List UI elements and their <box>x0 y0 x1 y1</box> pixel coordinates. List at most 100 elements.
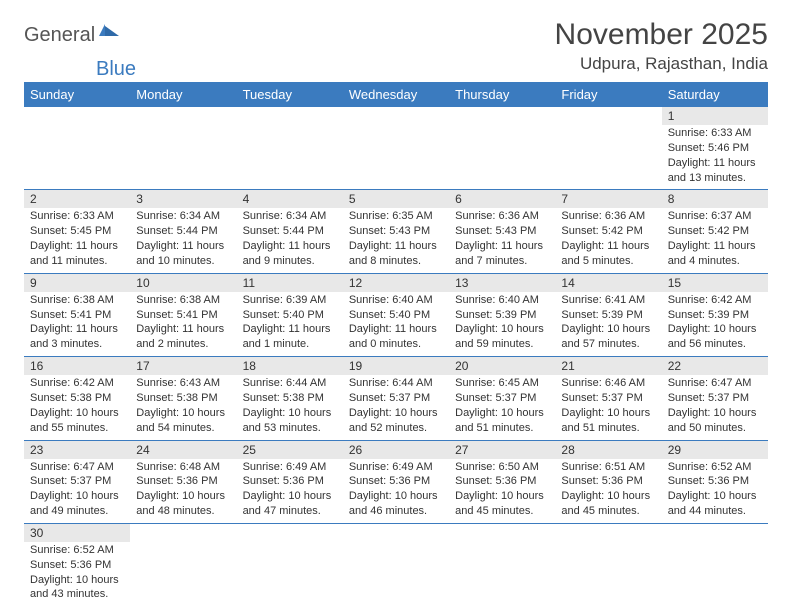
calendar-cell: 30Sunrise: 6:52 AMSunset: 5:36 PMDayligh… <box>24 523 130 606</box>
sunrise-line: Sunrise: 6:49 AM <box>243 461 327 473</box>
sunset-line: Sunset: 5:36 PM <box>349 475 430 487</box>
daylight-line: Daylight: 10 hours and 56 minutes. <box>668 323 757 350</box>
day-number: 28 <box>555 441 661 459</box>
calendar-cell: 19 Sunrise: 6:44 AM Sunset: 5:37 PM Dayligh… <box>343 357 449 440</box>
daylight-line: Daylight: 11 hours and 7 minutes. <box>455 240 543 267</box>
location: Udpura, Rajasthan, India <box>555 54 768 74</box>
sunrise-line: Sunrise: 6:36 AM <box>455 210 539 222</box>
calendar-cell: 7Sunrise: 6:36 AMSunset: 5:42 PMDaylight… <box>555 190 661 273</box>
sunrise-line: Sunrise: 6:33 AM <box>668 127 752 139</box>
sunset-line: Sunset: 5:39 PM <box>668 309 749 321</box>
day-number: 27 <box>449 441 555 459</box>
daylight-line: Daylight: 10 hours and 49 minutes. <box>30 490 119 517</box>
sunrise-line: Sunrise: 6:42 AM <box>30 377 114 389</box>
day-number: 23 <box>24 441 130 459</box>
day-details: Sunrise: 6:46 AMSunset: 5:37 PMDaylight:… <box>555 375 661 439</box>
daylight-line: Daylight: 10 hours and 52 minutes. <box>349 407 438 434</box>
logo-text-general: General <box>24 24 95 47</box>
calendar-cell: 26Sunrise: 6:49 AMSunset: 5:36 PMDayligh… <box>343 440 449 523</box>
day-details: Sunrise: 6:40 AMSunset: 5:39 PMDaylight:… <box>449 292 555 356</box>
day-details: Sunrise: 6:50 AMSunset: 5:36 PMDaylight:… <box>449 459 555 523</box>
sunrise-line: Sunrise: 6:50 AM <box>455 461 539 473</box>
sunset-line: Sunset: 5:42 PM <box>668 225 749 237</box>
day-number: 29 <box>662 441 768 459</box>
sunrise-line: Sunrise: 6:40 AM <box>349 294 433 306</box>
sunset-line: Sunset: 5:38 PM <box>136 392 217 404</box>
sunset-line: Sunset: 5:43 PM <box>349 225 430 237</box>
calendar-cell <box>555 107 661 190</box>
day-details: Sunrise: 6:44 AMSunset: 5:38 PMDaylight:… <box>237 375 343 439</box>
sunrise-line: Sunrise: 6:46 AM <box>561 377 645 389</box>
logo-text-blue: Blue <box>96 58 136 81</box>
day-number: 6 <box>449 190 555 208</box>
sunset-line: Sunset: 5:37 PM <box>668 392 749 404</box>
sunset-line: Sunset: 5:41 PM <box>136 309 217 321</box>
sunset-line: Sunset: 5:37 PM <box>349 392 430 404</box>
day-number: 10 <box>130 274 236 292</box>
sunset-line: Sunset: 5:41 PM <box>30 309 111 321</box>
day-number: 7 <box>555 190 661 208</box>
calendar-cell <box>449 523 555 606</box>
daylight-line: Daylight: 11 hours and 13 minutes. <box>668 157 756 184</box>
daylight-line: Daylight: 10 hours and 51 minutes. <box>455 407 544 434</box>
sunrise-line: Sunrise: 6:44 AM <box>349 377 433 389</box>
sunrise-line: Sunrise: 6:33 AM <box>30 210 114 222</box>
calendar-cell <box>130 523 236 606</box>
calendar-row: 30Sunrise: 6:52 AMSunset: 5:36 PMDayligh… <box>24 523 768 606</box>
day-details: Sunrise: 6:36 AM Sunset: 5:43 PM Daylight:… <box>449 208 555 272</box>
day-number: 5 <box>343 190 449 208</box>
calendar-cell: 10 Sunrise: 6:38 AM Sunset: 5:41 PM Dayligh… <box>130 273 236 356</box>
calendar-cell: 14Sunrise: 6:41 AMSunset: 5:39 PMDayligh… <box>555 273 661 356</box>
sunset-line: Sunset: 5:36 PM <box>561 475 642 487</box>
day-details: Sunrise: 6:37 AMSunset: 5:42 PMDaylight:… <box>662 208 768 272</box>
sunset-line: Sunset: 5:36 PM <box>136 475 217 487</box>
sunset-line: Sunset: 5:43 PM <box>455 225 536 237</box>
daylight-line: Daylight: 10 hours and 45 minutes. <box>561 490 650 517</box>
day-number: 24 <box>130 441 236 459</box>
day-number: 19 <box>343 357 449 375</box>
daylight-line: Daylight: 11 hours and 2 minutes. <box>136 323 224 350</box>
day-details: Sunrise: 6:42 AM Sunset: 5:38 PM Daylight:… <box>24 375 130 439</box>
sunset-line: Sunset: 5:44 PM <box>243 225 324 237</box>
weekday-header: Friday <box>555 82 661 107</box>
day-number: 13 <box>449 274 555 292</box>
day-details: Sunrise: 6:36 AMSunset: 5:42 PMDaylight:… <box>555 208 661 272</box>
daylight-line: Daylight: 10 hours and 54 minutes. <box>136 407 225 434</box>
calendar-row: 1Sunrise: 6:33 AMSunset: 5:46 PMDaylight… <box>24 107 768 190</box>
sunrise-line: Sunrise: 6:38 AM <box>30 294 114 306</box>
day-details: Sunrise: 6:40 AMSunset: 5:40 PMDaylight:… <box>343 292 449 356</box>
daylight-line: Daylight: 11 hours and 1 minute. <box>243 323 331 350</box>
calendar-cell: 2Sunrise: 6:33 AMSunset: 5:45 PMDaylight… <box>24 190 130 273</box>
calendar-cell <box>237 523 343 606</box>
day-number: 11 <box>237 274 343 292</box>
sunrise-line: Sunrise: 6:41 AM <box>561 294 645 306</box>
calendar-cell <box>24 107 130 190</box>
sunrise-line: Sunrise: 6:52 AM <box>30 544 114 556</box>
calendar-cell: 11Sunrise: 6:39 AMSunset: 5:40 PMDayligh… <box>237 273 343 356</box>
day-number: 8 <box>662 190 768 208</box>
sunrise-line: Sunrise: 6:51 AM <box>561 461 645 473</box>
sunrise-line: Sunrise: 6:38 AM <box>136 294 220 306</box>
calendar-cell: 13Sunrise: 6:40 AMSunset: 5:39 PMDayligh… <box>449 273 555 356</box>
sunrise-line: Sunrise: 6:37 AM <box>668 210 752 222</box>
daylight-line: Daylight: 10 hours and 43 minutes. <box>30 574 119 601</box>
sunrise-line: Sunrise: 6:42 AM <box>668 294 752 306</box>
calendar-cell: 22Sunrise: 6:47 AMSunset: 5:37 PMDayligh… <box>662 357 768 440</box>
daylight-line: Daylight: 10 hours and 55 minutes. <box>30 407 119 434</box>
calendar-row: 23Sunrise: 6:47 AMSunset: 5:37 PMDayligh… <box>24 440 768 523</box>
sunrise-line: Sunrise: 6:47 AM <box>668 377 752 389</box>
calendar-cell <box>449 107 555 190</box>
day-number: 30 <box>24 524 130 542</box>
logo: General <box>24 24 123 47</box>
sunrise-line: Sunrise: 6:49 AM <box>349 461 433 473</box>
calendar-cell: 24Sunrise: 6:48 AMSunset: 5:36 PMDayligh… <box>130 440 236 523</box>
daylight-line: Daylight: 11 hours and 3 minutes. <box>30 323 118 350</box>
sunset-line: Sunset: 5:38 PM <box>30 392 111 404</box>
day-number: 4 <box>237 190 343 208</box>
daylight-line: Daylight: 10 hours and 51 minutes. <box>561 407 650 434</box>
sunrise-line: Sunrise: 6:34 AM <box>136 210 220 222</box>
sunset-line: Sunset: 5:37 PM <box>455 392 536 404</box>
day-details: Sunrise: 6:49 AMSunset: 5:36 PMDaylight:… <box>237 459 343 523</box>
calendar-cell <box>237 107 343 190</box>
calendar-cell: 25Sunrise: 6:49 AMSunset: 5:36 PMDayligh… <box>237 440 343 523</box>
